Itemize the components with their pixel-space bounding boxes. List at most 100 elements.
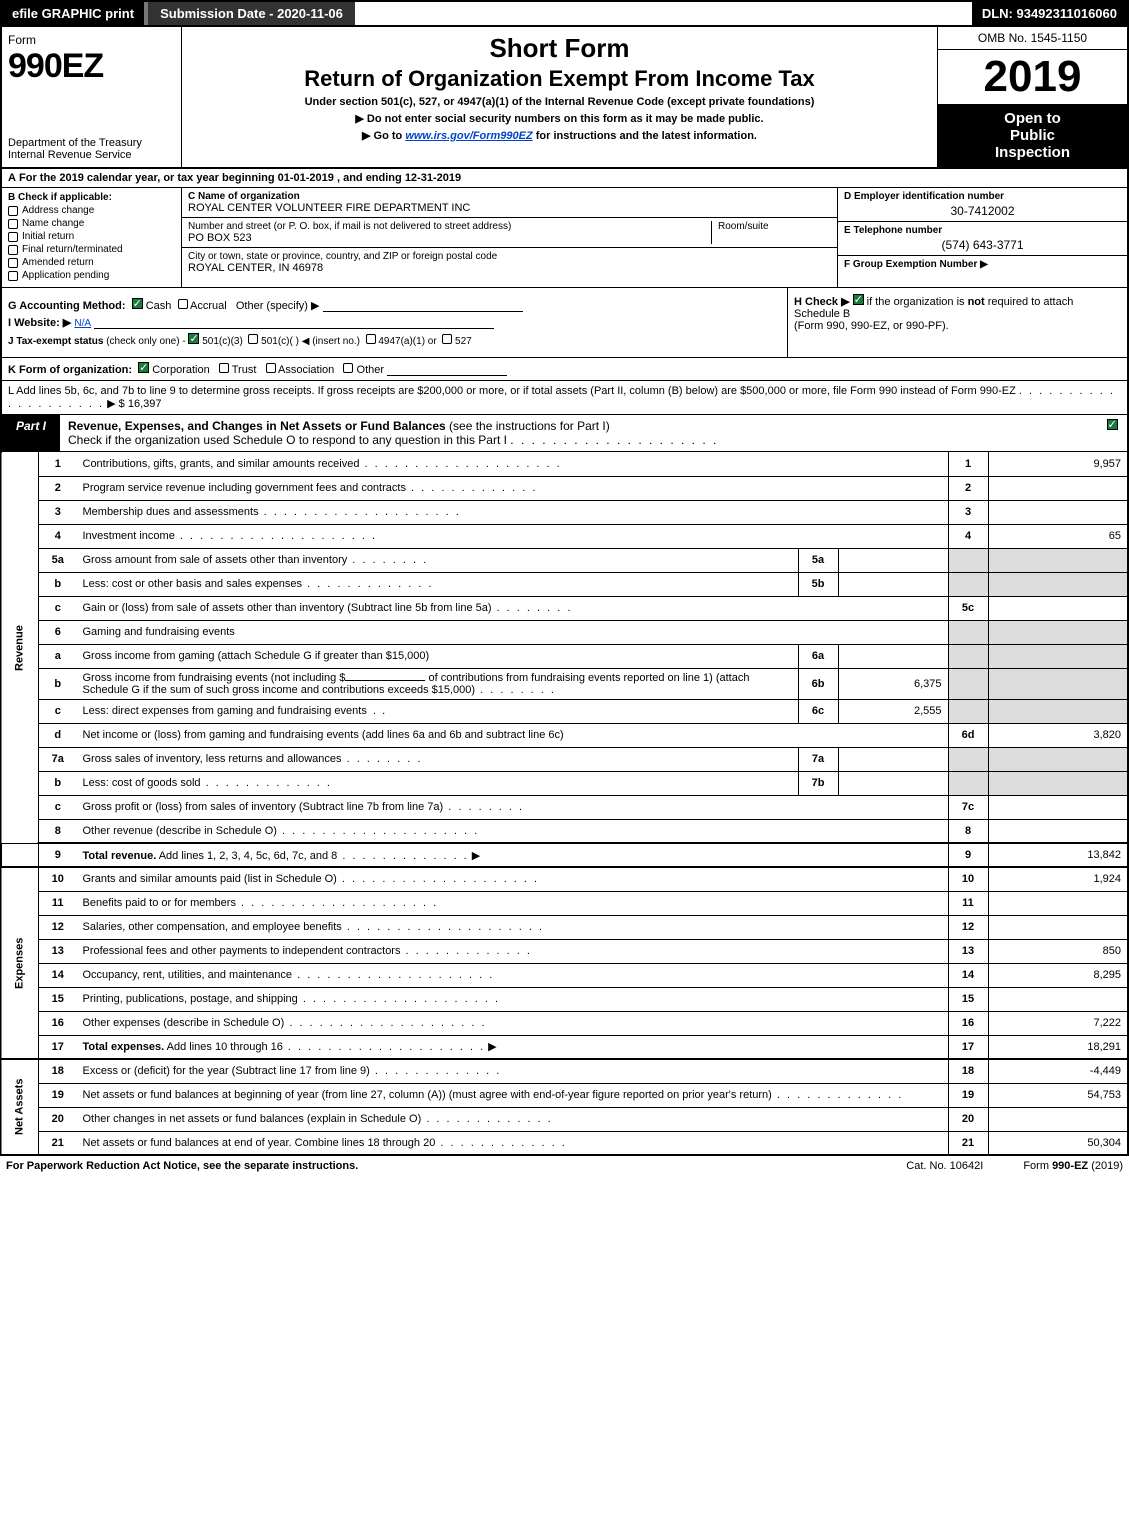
chk-amended-return[interactable]: Amended return (8, 257, 175, 268)
line-ref: 11 (948, 891, 988, 915)
org-city-row: City or town, state or province, country… (182, 248, 837, 277)
chk-h-checked[interactable] (853, 294, 864, 305)
line-number: b (39, 572, 77, 596)
line-ref: 7c (948, 795, 988, 819)
part-1-schedule-o-check[interactable] (1097, 415, 1127, 451)
line-number: 10 (39, 867, 77, 891)
phone-row: E Telephone number (574) 643-3771 (838, 222, 1127, 256)
line-ref-shaded (948, 620, 988, 644)
line-ref-shaded (948, 548, 988, 572)
line-sub-value (838, 771, 948, 795)
chk-4947[interactable] (366, 334, 376, 344)
line-sub-ref: 7a (798, 747, 838, 771)
line-ref: 17 (948, 1035, 988, 1059)
website-label: I Website: ▶ (8, 317, 71, 329)
revenue-side-label: Revenue (1, 452, 39, 843)
part-1-check-line: Check if the organization used Schedule … (68, 433, 507, 447)
l-text: L Add lines 5b, 6c, and 7b to line 9 to … (8, 385, 1016, 397)
line-value: 850 (988, 939, 1128, 963)
table-row: 19 Net assets or fund balances at beginn… (1, 1083, 1128, 1107)
chk-527[interactable] (442, 334, 452, 344)
line-desc: Program service revenue including govern… (77, 476, 949, 500)
form-header: Form 990EZ Department of the Treasury In… (0, 27, 1129, 169)
ein-row: D Employer identification number 30-7412… (838, 188, 1127, 222)
table-row: 11 Benefits paid to or for members 11 (1, 891, 1128, 915)
line-ref: 2 (948, 476, 988, 500)
other-label: Other (specify) ▶ (236, 300, 320, 312)
line-desc: Gaming and fundraising events (77, 620, 949, 644)
chk-name-change[interactable]: Name change (8, 218, 175, 229)
chk-application-pending[interactable]: Application pending (8, 270, 175, 281)
ein-value: 30-7412002 (844, 204, 1121, 218)
chk-trust[interactable] (219, 363, 229, 373)
header-left: Form 990EZ Department of the Treasury In… (2, 27, 182, 167)
chk-final-return[interactable]: Final return/terminated (8, 244, 175, 255)
line-value (988, 987, 1128, 1011)
line-value (988, 819, 1128, 843)
chk-label: Final return/terminated (22, 244, 123, 255)
line-number: 18 (39, 1059, 77, 1083)
side-blank (1, 843, 39, 867)
department-label: Department of the Treasury Internal Reve… (8, 137, 175, 161)
header-middle: Short Form Return of Organization Exempt… (182, 27, 937, 167)
line-desc: Salaries, other compensation, and employ… (77, 915, 949, 939)
line-desc: Printing, publications, postage, and shi… (77, 987, 949, 1011)
line-desc: Gross profit or (loss) from sales of inv… (77, 795, 949, 819)
table-row: c Gain or (loss) from sale of assets oth… (1, 596, 1128, 620)
table-row: 12 Salaries, other compensation, and emp… (1, 915, 1128, 939)
row-a-begin: 01-01-2019 (278, 172, 334, 184)
org-city-value: ROYAL CENTER, IN 46978 (188, 262, 831, 274)
open-line-3: Inspection (944, 144, 1121, 161)
irs-link[interactable]: www.irs.gov/Form990EZ (405, 130, 532, 142)
tax-exempt-status-line: J Tax-exempt status (check only one) - 5… (8, 333, 781, 347)
527-label: 527 (455, 336, 472, 347)
table-row: b Less: cost of goods sold 7b (1, 771, 1128, 795)
line-value: -4,449 (988, 1059, 1128, 1083)
table-row: d Net income or (loss) from gaming and f… (1, 723, 1128, 747)
corp-label: Corporation (152, 364, 209, 376)
line-desc: Other revenue (describe in Schedule O) (77, 819, 949, 843)
dln-label: DLN: 93492311016060 (972, 2, 1127, 25)
line-number: a (39, 644, 77, 668)
line-number: 9 (39, 843, 77, 867)
website-value[interactable]: N/A (74, 318, 91, 329)
line-desc: Less: direct expenses from gaming and fu… (77, 699, 799, 723)
chk-address-change[interactable]: Address change (8, 205, 175, 216)
line-value-shaded (988, 572, 1128, 596)
line-sub-value (838, 644, 948, 668)
line-value (988, 476, 1128, 500)
ssn-warning: ▶ Do not enter social security numbers o… (190, 112, 929, 125)
chk-association[interactable] (266, 363, 276, 373)
chk-corporation-checked[interactable] (138, 362, 149, 373)
table-row: 4 Investment income 4 65 (1, 524, 1128, 548)
line-value: 7,222 (988, 1011, 1128, 1035)
contrib-amount-field[interactable] (345, 680, 425, 681)
line-number: 13 (39, 939, 77, 963)
footer-form-ref: Form 990-EZ (2019) (1023, 1160, 1123, 1172)
line-number: c (39, 699, 77, 723)
line-value (988, 596, 1128, 620)
efile-print-button[interactable]: efile GRAPHIC print (2, 2, 144, 25)
line-number: 15 (39, 987, 77, 1011)
line-sub-ref: 5b (798, 572, 838, 596)
dept-line-1: Department of the Treasury (8, 137, 175, 149)
table-row: 15 Printing, publications, postage, and … (1, 987, 1128, 1011)
line-number: 1 (39, 452, 77, 476)
line-value (988, 795, 1128, 819)
chk-accrual[interactable] (178, 299, 188, 309)
line-number: 21 (39, 1131, 77, 1155)
table-row: 17 Total expenses. Add lines 10 through … (1, 1035, 1128, 1059)
line-sub-ref: 6b (798, 668, 838, 699)
chk-501c3-checked[interactable] (188, 333, 199, 344)
chk-cash-checked[interactable] (132, 298, 143, 309)
line-value: 8,295 (988, 963, 1128, 987)
part-1-header: Part I Revenue, Expenses, and Changes in… (0, 415, 1129, 452)
chk-initial-return[interactable]: Initial return (8, 231, 175, 242)
line-sub-value (838, 747, 948, 771)
chk-501c[interactable] (248, 334, 258, 344)
h-not: not (968, 296, 985, 308)
other-org-field[interactable] (387, 364, 507, 376)
chk-other-org[interactable] (343, 363, 353, 373)
trust-label: Trust (232, 364, 257, 376)
other-specify-field[interactable] (323, 300, 523, 312)
